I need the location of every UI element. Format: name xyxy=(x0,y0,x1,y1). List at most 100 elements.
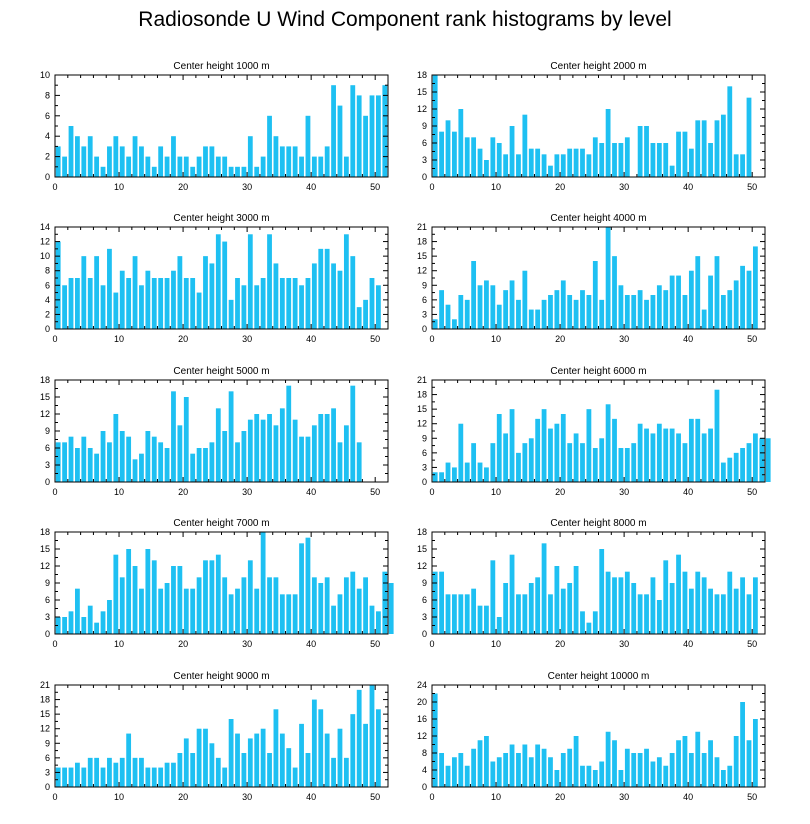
bar xyxy=(765,438,771,482)
bar xyxy=(343,425,349,482)
bar xyxy=(522,114,528,177)
bar xyxy=(528,148,534,177)
panel-title: Center height 10000 m xyxy=(548,671,650,682)
x-tick-label: 50 xyxy=(747,487,757,497)
y-tick-label: 15 xyxy=(417,251,427,261)
x-tick-label: 30 xyxy=(619,792,629,802)
y-tick-label: 4 xyxy=(422,765,427,775)
bar xyxy=(196,448,202,482)
bar xyxy=(464,299,470,329)
y-tick-label: 6 xyxy=(422,448,427,458)
y-tick-label: 18 xyxy=(417,70,427,80)
bar xyxy=(509,280,515,329)
y-tick-label: 0 xyxy=(422,324,427,334)
bar xyxy=(126,733,132,787)
bar xyxy=(151,166,157,177)
bar xyxy=(701,433,707,482)
x-tick-label: 10 xyxy=(491,334,501,344)
bar xyxy=(286,385,292,482)
y-tick-label: 8 xyxy=(45,90,50,100)
bar xyxy=(331,605,336,634)
bar xyxy=(235,442,240,482)
bar xyxy=(171,136,176,177)
bar xyxy=(55,442,61,482)
panel-title: Center height 6000 m xyxy=(550,366,646,377)
bar xyxy=(439,753,445,787)
y-tick-label: 12 xyxy=(417,561,427,571)
bar xyxy=(432,472,438,482)
bar xyxy=(554,566,560,634)
bar xyxy=(203,256,208,329)
bar xyxy=(484,280,489,329)
bar xyxy=(68,767,74,787)
bar xyxy=(247,234,253,329)
bar xyxy=(318,414,324,482)
bar xyxy=(247,738,253,787)
bar xyxy=(75,448,80,482)
bar xyxy=(682,295,688,329)
y-tick-label: 10 xyxy=(40,251,50,261)
bar xyxy=(113,414,119,482)
bar xyxy=(631,583,637,634)
bar xyxy=(75,762,80,787)
bar xyxy=(215,554,221,634)
y-tick-label: 6 xyxy=(422,595,427,605)
bar xyxy=(509,554,515,634)
bar xyxy=(311,577,317,634)
bar xyxy=(644,126,649,177)
y-tick-label: 20 xyxy=(417,697,427,707)
y-tick-label: 4 xyxy=(45,131,50,141)
x-tick-label: 20 xyxy=(178,182,188,192)
bar xyxy=(669,428,675,482)
panel-4: Center height 4000 m 0 10 20 30 40 50 0 3 6 9 12 15 1… xyxy=(417,213,766,344)
bar xyxy=(528,309,534,329)
bar xyxy=(541,543,547,634)
bar xyxy=(663,143,669,177)
y-tick-label: 15 xyxy=(40,709,50,719)
x-tick-label: 40 xyxy=(306,182,316,192)
y-tick-label: 3 xyxy=(45,460,50,470)
bar xyxy=(267,115,272,177)
y-tick-label: 9 xyxy=(45,578,50,588)
bar xyxy=(107,442,112,482)
x-tick-label: 30 xyxy=(619,334,629,344)
x-tick-label: 20 xyxy=(555,792,565,802)
bar xyxy=(509,744,515,787)
bar xyxy=(586,409,592,482)
bar xyxy=(484,736,489,787)
y-tick-label: 6 xyxy=(45,753,50,763)
bar xyxy=(714,120,720,177)
x-tick-label: 30 xyxy=(619,182,629,192)
bar xyxy=(337,105,343,177)
bar xyxy=(560,154,566,177)
bar xyxy=(260,532,266,634)
bar xyxy=(522,443,528,482)
x-tick-label: 0 xyxy=(52,487,57,497)
bar xyxy=(222,431,228,482)
bar xyxy=(286,594,292,634)
y-tick-label: 21 xyxy=(417,222,427,232)
bar xyxy=(708,143,713,177)
bar xyxy=(714,757,720,787)
y-tick-label: 21 xyxy=(417,375,427,385)
bar xyxy=(676,433,681,482)
bar xyxy=(708,740,713,787)
y-tick-label: 12 xyxy=(40,561,50,571)
y-tick-label: 12 xyxy=(40,409,50,419)
x-tick-label: 0 xyxy=(52,182,57,192)
bar xyxy=(580,611,585,634)
panel-7: Center height 7000 m 0 10 20 30 40 50 0 3 6 9 12 15 1… xyxy=(40,518,394,649)
x-tick-label: 0 xyxy=(429,487,434,497)
x-tick-label: 0 xyxy=(429,639,434,649)
bar xyxy=(509,409,515,482)
x-tick-label: 20 xyxy=(555,182,565,192)
bar xyxy=(695,571,701,634)
bar xyxy=(605,109,611,177)
x-tick-label: 0 xyxy=(429,792,434,802)
bar xyxy=(471,443,477,482)
bar xyxy=(331,757,336,787)
bar xyxy=(203,146,208,177)
x-tick-label: 50 xyxy=(370,182,380,192)
bar xyxy=(720,594,726,634)
bar xyxy=(318,709,324,787)
